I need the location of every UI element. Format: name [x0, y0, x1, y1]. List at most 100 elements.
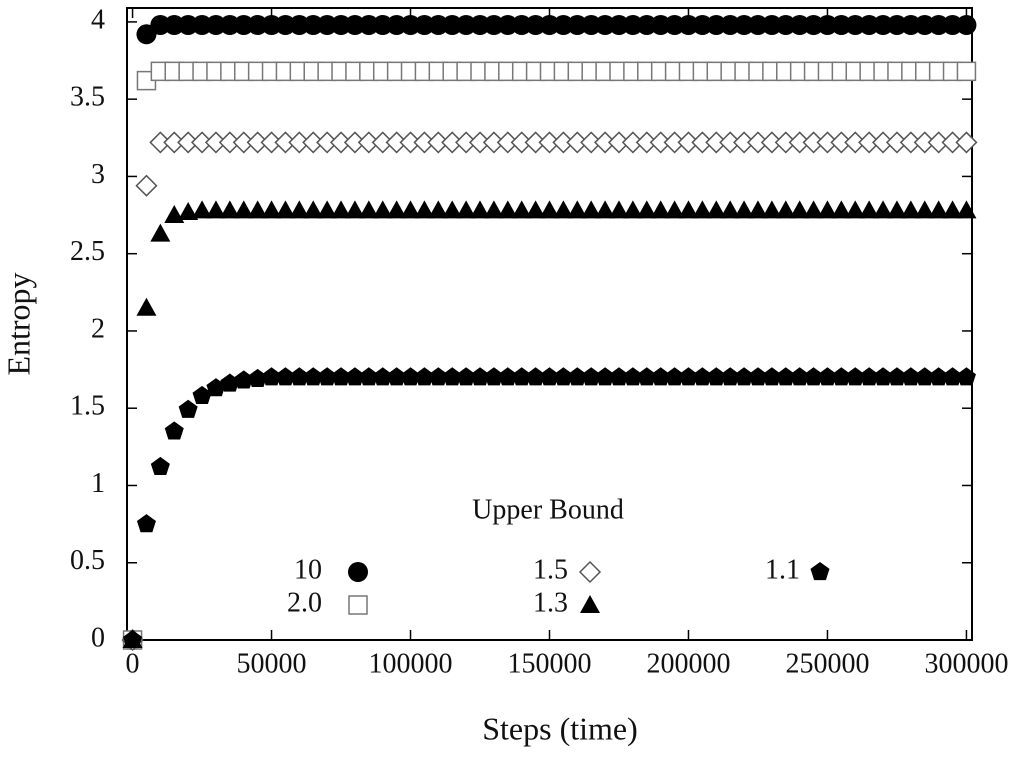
x-tick-label: 200000: [646, 648, 730, 679]
point: [178, 14, 199, 35]
point: [400, 200, 421, 219]
point: [512, 367, 532, 386]
point: [386, 14, 407, 35]
x-tick-label: 100000: [369, 648, 453, 679]
point: [247, 200, 268, 219]
y-tick-label: 1: [91, 468, 105, 499]
point: [358, 200, 379, 219]
point: [400, 14, 421, 35]
point: [831, 14, 852, 35]
point: [804, 367, 824, 386]
point: [886, 14, 907, 35]
point: [456, 200, 477, 219]
point: [678, 367, 698, 386]
point: [539, 14, 560, 35]
point: [637, 367, 657, 386]
point: [497, 200, 518, 219]
legend-marker: [348, 562, 368, 582]
point: [192, 200, 213, 219]
point: [553, 367, 573, 386]
point: [734, 14, 755, 35]
x-tick-label: 50000: [237, 648, 307, 679]
point: [219, 14, 240, 35]
point: [776, 367, 796, 386]
legend-marker: [578, 560, 602, 584]
point: [595, 200, 616, 219]
point: [790, 367, 810, 386]
y-tick-label: 2.5: [70, 236, 105, 267]
point: [205, 200, 226, 219]
point: [859, 200, 880, 219]
point: [789, 200, 810, 219]
point: [567, 367, 587, 386]
point: [775, 14, 796, 35]
point: [372, 14, 393, 35]
point: [665, 367, 685, 386]
point: [553, 14, 574, 35]
point: [150, 456, 170, 476]
x-tick-label: 150000: [508, 648, 592, 679]
x-tick-label: 250000: [785, 648, 869, 679]
point: [470, 367, 490, 386]
point: [748, 367, 768, 386]
point: [873, 367, 893, 386]
point: [901, 367, 921, 386]
point: [317, 14, 338, 35]
point: [817, 14, 838, 35]
point: [747, 200, 768, 219]
point: [372, 200, 393, 219]
point: [359, 367, 379, 386]
point: [136, 297, 157, 316]
point: [164, 14, 185, 35]
point: [595, 14, 616, 35]
point: [192, 385, 212, 404]
point: [567, 14, 588, 35]
point: [331, 200, 352, 219]
point: [608, 14, 629, 35]
point: [734, 367, 754, 386]
point: [623, 367, 643, 386]
point: [317, 200, 338, 219]
point: [928, 14, 949, 35]
point: [886, 200, 907, 219]
legend-marker: [580, 595, 600, 613]
legend-label: 10: [294, 554, 322, 585]
point: [817, 200, 838, 219]
point: [706, 200, 727, 219]
y-tick-label: 2: [91, 313, 105, 344]
point: [956, 200, 977, 219]
point: [483, 14, 504, 35]
point: [761, 200, 782, 219]
point: [859, 367, 879, 386]
point: [234, 370, 254, 389]
point: [706, 367, 726, 386]
point: [664, 200, 685, 219]
point: [915, 367, 935, 386]
x-tick-label: 0: [126, 648, 140, 679]
point: [206, 378, 226, 397]
y-axis-title: Entropy: [0, 272, 36, 375]
point: [734, 200, 755, 219]
point: [539, 367, 560, 386]
point: [470, 200, 491, 219]
point: [303, 14, 324, 35]
point: [789, 14, 810, 35]
point: [609, 367, 629, 386]
point: [567, 200, 588, 219]
point: [928, 200, 949, 219]
point: [845, 367, 865, 386]
point: [511, 14, 532, 35]
point: [636, 200, 657, 219]
point: [720, 367, 740, 386]
point: [456, 14, 477, 35]
point: [401, 367, 421, 386]
point: [956, 61, 977, 82]
point: [595, 367, 615, 386]
point: [747, 14, 768, 35]
point: [331, 14, 352, 35]
point: [428, 200, 449, 219]
point: [511, 200, 532, 219]
point: [136, 514, 156, 533]
point: [150, 14, 171, 35]
